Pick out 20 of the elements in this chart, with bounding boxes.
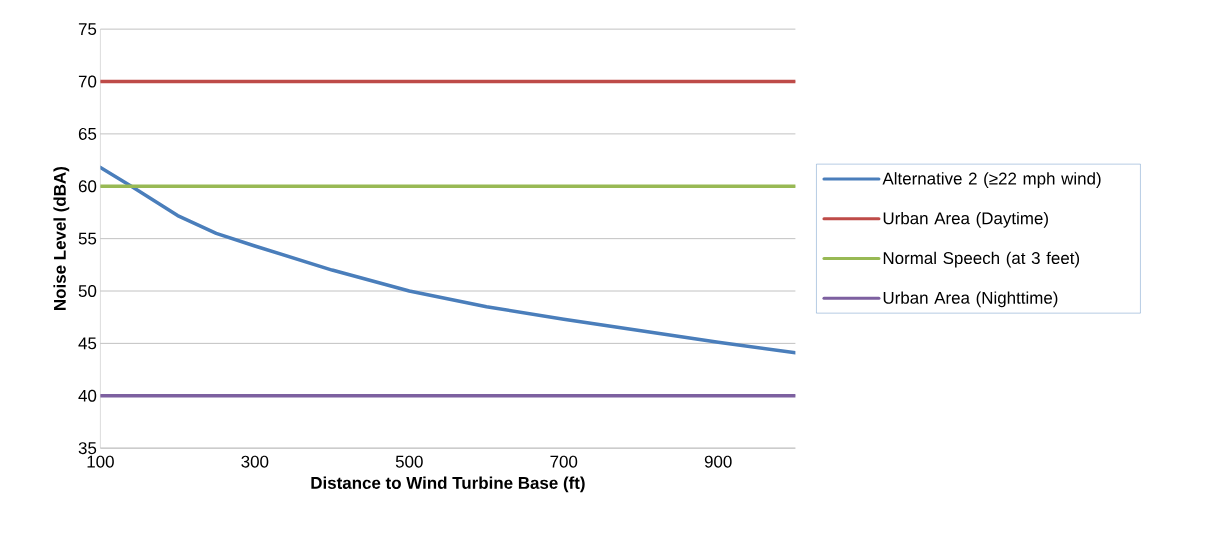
y-tick-label: 45 xyxy=(78,337,97,350)
legend-label: Urban Area (Daytime) xyxy=(883,211,1048,228)
y-tick-label: 55 xyxy=(78,232,97,245)
y-tick-label: 35 xyxy=(78,442,97,455)
y-tick-label: 70 xyxy=(78,75,97,88)
y-tick-label: 65 xyxy=(78,127,97,140)
x-tick-label: 100 xyxy=(87,455,114,468)
y-axis-title: Noise Level (dBA) xyxy=(53,167,70,310)
x-tick-label: 900 xyxy=(704,455,732,468)
y-tick-label: 60 xyxy=(78,180,97,193)
x-axis-title: Distance to Wind Turbine Base (ft) xyxy=(311,476,585,493)
y-tick-label: 75 xyxy=(78,23,97,36)
x-tick-label: 500 xyxy=(395,455,423,468)
x-tick-label: 300 xyxy=(241,455,269,468)
legend-label: Normal Speech (at 3 feet) xyxy=(883,251,1080,268)
legend-label: Alternative 2 (≥22 mph wind) xyxy=(882,172,1101,188)
y-tick-label: 40 xyxy=(78,389,97,402)
legend-label: Urban Area (Nighttime) xyxy=(883,291,1058,308)
y-tick-label: 50 xyxy=(78,285,97,298)
x-tick-label: 700 xyxy=(550,455,578,468)
